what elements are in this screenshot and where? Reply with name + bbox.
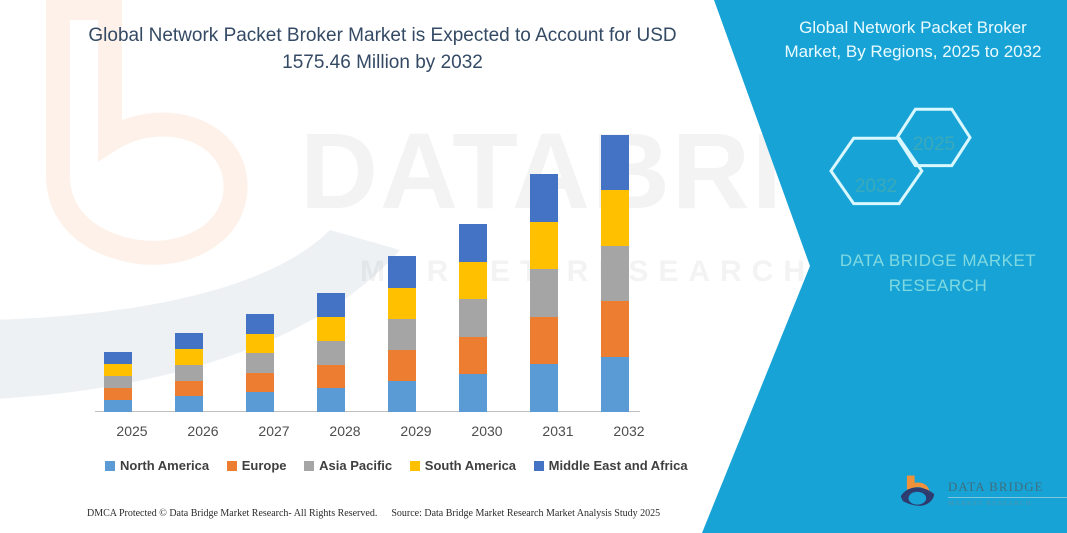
svg-text:2032: 2032 [855, 176, 897, 197]
svg-text:2025: 2025 [913, 134, 955, 155]
